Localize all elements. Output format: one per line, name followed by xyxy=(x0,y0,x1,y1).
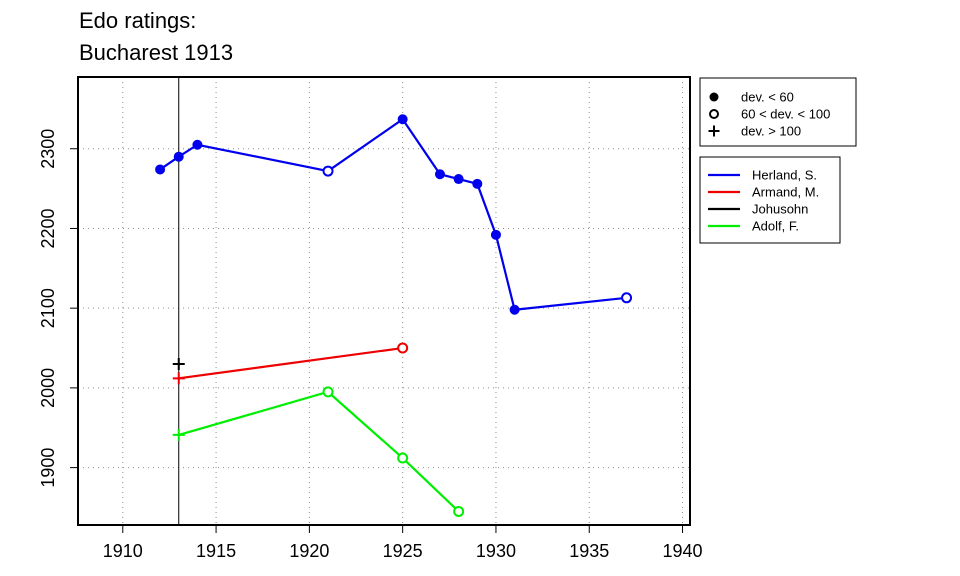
x-tick-label: 1935 xyxy=(569,541,609,561)
grid xyxy=(78,77,690,525)
series-line xyxy=(178,390,460,513)
point-dot xyxy=(397,114,408,125)
x-tick-label: 1910 xyxy=(103,541,143,561)
point-plus xyxy=(172,357,185,370)
x-tick-label: 1940 xyxy=(663,541,703,561)
point-dot xyxy=(472,178,483,189)
series-legend-label: Herland, S. xyxy=(752,168,817,183)
series-johusohn xyxy=(172,357,185,370)
x-tick-label: 1925 xyxy=(383,541,423,561)
point-dot xyxy=(490,229,501,240)
point-plus xyxy=(708,125,720,137)
x-tick-label: 1915 xyxy=(196,541,236,561)
y-tick-label: 2300 xyxy=(38,129,58,169)
series-legend-label: Adolf, F. xyxy=(752,219,799,234)
marker-legend: dev. < 60 60 < dev. < 100 dev. > 100 xyxy=(699,77,857,147)
marker-legend-label: 60 < dev. < 100 xyxy=(741,107,830,122)
series-legend-box xyxy=(699,156,841,244)
series-line xyxy=(159,117,627,311)
point-plus xyxy=(172,372,185,385)
point-circle xyxy=(397,342,409,354)
point-dot xyxy=(192,139,203,150)
series-line xyxy=(178,346,403,380)
point-circle xyxy=(709,109,719,119)
point-dot xyxy=(453,174,464,185)
point-dot xyxy=(155,164,166,175)
marker-legend-label: dev. < 60 xyxy=(741,90,794,105)
chart-title-line-2: Bucharest 1913 xyxy=(79,40,234,65)
point-circle xyxy=(322,165,334,177)
series-layer xyxy=(155,114,633,517)
point-circle xyxy=(397,452,409,464)
series-armand-m xyxy=(172,342,409,385)
point-dot xyxy=(434,169,445,180)
point-dot xyxy=(173,151,184,162)
point-dot xyxy=(509,304,520,315)
series-legend-label: Armand, M. xyxy=(752,185,819,200)
x-tick-label: 1920 xyxy=(289,541,329,561)
y-tick-label: 1900 xyxy=(38,448,58,488)
point-circle xyxy=(453,505,465,517)
y-tick-label: 2000 xyxy=(38,368,58,408)
point-dot xyxy=(709,92,719,102)
y-tick-label: 2100 xyxy=(38,288,58,328)
y-tick-label: 2200 xyxy=(38,208,58,248)
series-legend: Herland, S. Armand, M. Johusohn Adolf, F. xyxy=(699,156,841,244)
plot-frame xyxy=(77,76,691,526)
point-circle xyxy=(621,292,633,304)
marker-legend-box xyxy=(699,77,857,147)
point-circle xyxy=(322,386,334,398)
series-adolf-f xyxy=(172,386,465,517)
series-herland-s xyxy=(155,114,633,315)
point-plus xyxy=(172,428,185,441)
series-legend-label: Johusohn xyxy=(752,202,808,217)
x-tick-label: 1930 xyxy=(476,541,516,561)
axes: 1910 1915 1920 1925 1930 1935 1940 1900 2000 2100… xyxy=(38,129,703,561)
marker-legend-label: dev. > 100 xyxy=(741,124,801,139)
chart-title-line-1: Edo ratings: xyxy=(79,8,197,33)
